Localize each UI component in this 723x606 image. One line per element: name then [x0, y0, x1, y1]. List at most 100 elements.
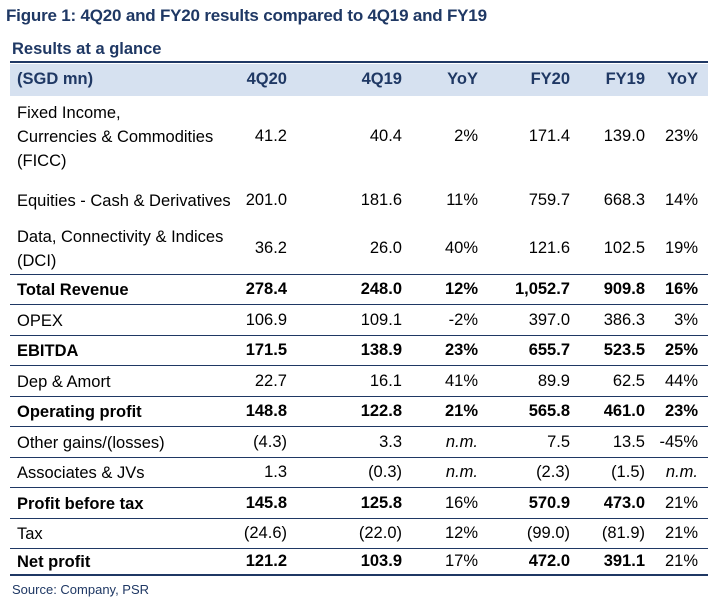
table-row: Data, Connectivity & Indices (DCI) 36.2 26.…	[10, 224, 708, 274]
table-row: Dep & Amort 22.7 16.1 41% 89.9 62.5 44%	[10, 365, 708, 397]
cell-yoy-quarter: 12%	[444, 280, 478, 298]
cell-fy19: 139.0	[603, 127, 645, 145]
table-header: (SGD mn) 4Q20 4Q19 YoY FY20 FY19 YoY	[10, 64, 708, 96]
cell-4q20: 36.2	[254, 239, 287, 257]
cell-4q19: 103.9	[360, 552, 402, 570]
row-label: EBITDA	[17, 339, 78, 363]
cell-4q20: 278.4	[245, 280, 287, 298]
table-row: Net profit 121.2 103.9 17% 472.0 391.1 21%	[10, 548, 708, 575]
row-label: Data, Connectivity & Indices (DCI)	[17, 225, 223, 273]
cell-yoy-year: -45%	[659, 432, 698, 451]
cell-yoy-quarter: n.m.	[445, 463, 478, 481]
figure-title: Figure 1: 4Q20 and FY20 results compared…	[6, 6, 487, 25]
table-row: EBITDA 171.5 138.9 23% 655.7 523.5 25%	[10, 335, 708, 366]
cell-fy19: 473.0	[603, 493, 645, 512]
header-fy20: FY20	[530, 70, 570, 88]
header-fy19: FY19	[605, 70, 645, 88]
row-label: Profit before tax	[17, 492, 144, 516]
cell-yoy-quarter: -2%	[448, 310, 478, 329]
cell-yoy-year: 21%	[664, 493, 698, 512]
cell-fy20: 570.9	[528, 493, 570, 512]
cell-4q20: 121.2	[245, 552, 287, 570]
cell-4q19: 3.3	[379, 432, 402, 451]
cell-yoy-year: 23%	[664, 402, 698, 420]
cell-4q19: 122.8	[360, 402, 402, 420]
row-label-line: Net profit	[17, 553, 91, 571]
cell-fy20: 89.9	[537, 371, 570, 390]
cell-fy19: 13.5	[612, 432, 645, 451]
cell-yoy-quarter: 21%	[444, 402, 478, 420]
cell-yoy-quarter: 17%	[444, 552, 478, 570]
cell-fy20: 171.4	[528, 127, 570, 145]
cell-4q20: 148.8	[245, 402, 287, 420]
row-label-line: Associates & JVs	[17, 464, 145, 482]
cell-4q20: (24.6)	[243, 524, 287, 542]
cell-fy19: 62.5	[612, 371, 645, 390]
row-label: Fixed Income, Currencies & Commodities (FI…	[17, 101, 213, 173]
cell-fy20: 397.0	[528, 310, 570, 329]
cell-yoy-year: 14%	[664, 191, 698, 209]
cell-yoy-quarter: 11%	[446, 191, 478, 209]
cell-yoy-quarter: n.m.	[445, 432, 478, 451]
header-yoy-quarter: YoY	[447, 70, 478, 88]
table-row: Fixed Income, Currencies & Commodities (FI…	[10, 96, 708, 178]
cell-4q20: 106.9	[245, 310, 287, 329]
cell-4q19: 40.4	[369, 127, 402, 145]
table-row: Associates & JVs 1.3 (0.3) n.m. (2.3) (1.5) n.…	[10, 457, 708, 488]
cell-fy19: (1.5)	[611, 463, 645, 481]
cell-4q19: 125.8	[360, 493, 402, 512]
header-yoy-year: YoY	[667, 70, 698, 88]
cell-fy19: 909.8	[603, 280, 645, 298]
row-label: Equities - Cash & Derivatives	[17, 189, 231, 213]
row-label: Dep & Amort	[17, 370, 111, 394]
table-row: Total Revenue 278.4 248.0 12% 1,052.7 909.8 16…	[10, 274, 708, 305]
cell-4q20: 41.2	[254, 127, 287, 145]
table-row: Equities - Cash & Derivatives 201.0 181.6 1…	[10, 178, 708, 224]
cell-yoy-year: 16%	[664, 280, 698, 298]
cell-4q19: 138.9	[360, 341, 402, 359]
table-row: Tax (24.6) (22.0) 12% (99.0) (81.9) 21%	[10, 518, 708, 549]
table-row: Other gains/(losses) (4.3) 3.3 n.m. 7.5 13.5-…	[10, 426, 708, 458]
cell-yoy-year: 23%	[664, 127, 698, 145]
cell-yoy-quarter: 23%	[444, 341, 478, 359]
row-label-line: Other gains/(losses)	[17, 433, 165, 452]
cell-fy20: 759.7	[528, 191, 570, 209]
cell-fy20: 472.0	[528, 552, 570, 570]
row-label: OPEX	[17, 309, 63, 333]
cell-yoy-quarter: 41%	[444, 371, 478, 390]
cell-4q20: 22.7	[254, 371, 287, 390]
cell-yoy-year: 25%	[664, 341, 698, 359]
cell-4q20: 201.0	[245, 191, 287, 209]
row-label-line: Profit before tax	[17, 494, 144, 513]
top-rule	[10, 61, 708, 63]
cell-4q19: 26.0	[369, 239, 402, 257]
cell-yoy-year: 3%	[674, 310, 698, 329]
row-label: Tax	[17, 522, 43, 546]
row-label-line: Operating profit	[17, 403, 142, 421]
cell-fy20: 655.7	[528, 341, 570, 359]
cell-fy19: 523.5	[603, 341, 645, 359]
cell-fy20: 565.8	[528, 402, 570, 420]
cell-4q19: 248.0	[360, 280, 402, 298]
row-label: Associates & JVs	[17, 461, 144, 485]
cell-yoy-quarter: 2%	[454, 127, 478, 145]
cell-4q20: 171.5	[245, 341, 287, 359]
cell-4q20: (4.3)	[253, 432, 287, 451]
table-subtitle: Results at a glance	[12, 40, 162, 58]
row-label-line: Tax	[17, 525, 43, 543]
row-label: Other gains/(losses)	[17, 431, 165, 455]
cell-4q19: 109.1	[360, 310, 402, 329]
table-row: Operating profit 148.8 122.8 21% 565.8 461.0 2…	[10, 396, 708, 427]
cell-yoy-year: 21%	[664, 524, 698, 542]
cell-4q20: 1.3	[264, 463, 287, 481]
table-row: OPEX 106.9 109.1 -2% 397.0 386.3 3%	[10, 304, 708, 336]
cell-fy19: (81.9)	[601, 524, 645, 542]
cell-4q20: 145.8	[245, 493, 287, 512]
cell-fy20: (99.0)	[526, 524, 570, 542]
row-label-line: Currencies & Commodities	[17, 128, 214, 146]
row-label: Net profit	[17, 550, 90, 574]
row-label-line: Data, Connectivity & Indices	[17, 228, 224, 246]
row-label-line: (FICC)	[17, 152, 67, 170]
cell-yoy-year: 19%	[664, 239, 698, 257]
row-label-line: Equities - Cash & Derivatives	[17, 192, 231, 210]
